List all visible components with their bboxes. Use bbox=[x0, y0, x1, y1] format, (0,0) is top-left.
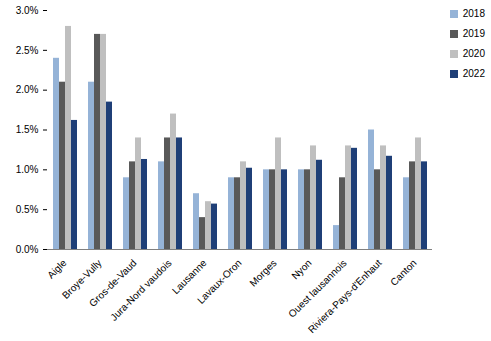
svg-text:Broye-Vully: Broye-Vully bbox=[60, 257, 104, 301]
svg-text:Jura-Nord vaudois: Jura-Nord vaudois bbox=[108, 257, 174, 323]
svg-text:3.0%: 3.0% bbox=[16, 5, 39, 16]
html-text:2022: 2022 bbox=[462, 68, 485, 79]
svg-text:Lavaux-Oron: Lavaux-Oron bbox=[195, 257, 244, 306]
svg-text:0.5%: 0.5% bbox=[16, 204, 39, 215]
html-text:2020: 2020 bbox=[462, 48, 485, 59]
html-text:2018: 2018 bbox=[462, 8, 485, 19]
svg-text:0.0%: 0.0% bbox=[16, 244, 39, 255]
svg-text:Lausanne: Lausanne bbox=[169, 257, 209, 297]
svg-text:2.0%: 2.0% bbox=[16, 84, 39, 95]
svg-text:Gros-de-Vaud: Gros-de-Vaud bbox=[87, 257, 139, 309]
svg-text:Ouest lausannois: Ouest lausannois bbox=[286, 257, 348, 319]
html-text:2019: 2019 bbox=[462, 28, 485, 39]
svg-text:Nyon: Nyon bbox=[289, 257, 313, 281]
svg-text:1.5%: 1.5% bbox=[16, 124, 39, 135]
svg-text:Riviera-Pays-d'Enhaut: Riviera-Pays-d'Enhaut bbox=[306, 257, 384, 335]
svg-text:Canton: Canton bbox=[388, 257, 419, 288]
svg-text:1.0%: 1.0% bbox=[16, 164, 39, 175]
svg-text:Morges: Morges bbox=[247, 257, 278, 288]
svg-text:2.5%: 2.5% bbox=[16, 45, 39, 56]
svg-text:Aigle: Aigle bbox=[45, 257, 69, 281]
